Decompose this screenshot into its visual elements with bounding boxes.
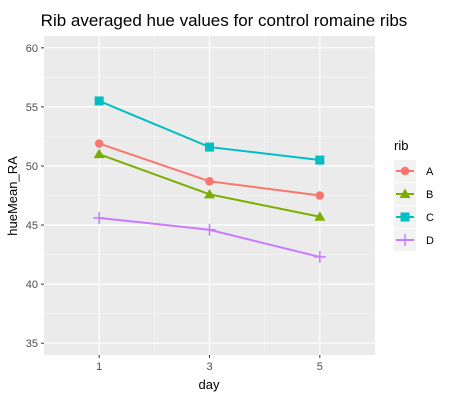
data-point-b xyxy=(93,148,105,159)
data-point-c xyxy=(315,155,325,165)
x-axis: 1 3 5 xyxy=(96,355,323,373)
series-d xyxy=(93,211,326,263)
y-tick-label: 45 xyxy=(26,220,38,232)
x-tick-label: 1 xyxy=(96,361,102,373)
legend-label-a: A xyxy=(426,166,434,178)
legend-label-d: D xyxy=(426,235,434,247)
legend-marker-c xyxy=(400,212,410,222)
x-axis-label: day xyxy=(199,377,220,392)
series-c xyxy=(94,96,325,165)
data-point-d xyxy=(313,250,326,263)
x-tick-label: 3 xyxy=(206,361,212,373)
legend-title: rib xyxy=(394,138,408,153)
series-a xyxy=(94,139,325,200)
data-point-a xyxy=(315,191,325,200)
data-point-b xyxy=(204,188,215,199)
data-point-c xyxy=(94,96,104,106)
legend-label-c: C xyxy=(426,212,434,224)
y-tick-label: 55 xyxy=(26,102,38,114)
chart-title: Rib averaged hue values for control roma… xyxy=(41,11,408,30)
legend-marker-d xyxy=(399,234,411,246)
y-axis-label: hueMean_RA xyxy=(5,156,20,236)
data-point-b xyxy=(314,211,326,221)
legend-label-b: B xyxy=(426,189,433,201)
legend-marker-a xyxy=(400,166,410,176)
series-layer xyxy=(93,96,326,263)
legend-marker-b xyxy=(399,188,411,198)
y-tick-label: 35 xyxy=(26,338,38,350)
data-point-a xyxy=(94,139,104,148)
data-point-d xyxy=(203,223,216,236)
data-point-d xyxy=(93,211,106,224)
x-tick-label: 5 xyxy=(317,361,323,373)
y-tick-label: 40 xyxy=(26,279,38,291)
y-tick-label: 50 xyxy=(26,161,38,173)
y-axis: 35 40 45 50 55 60 xyxy=(26,43,44,350)
y-tick-label: 60 xyxy=(26,43,38,55)
data-point-c xyxy=(205,142,214,152)
data-point-a xyxy=(205,177,214,186)
series-b xyxy=(93,148,326,221)
